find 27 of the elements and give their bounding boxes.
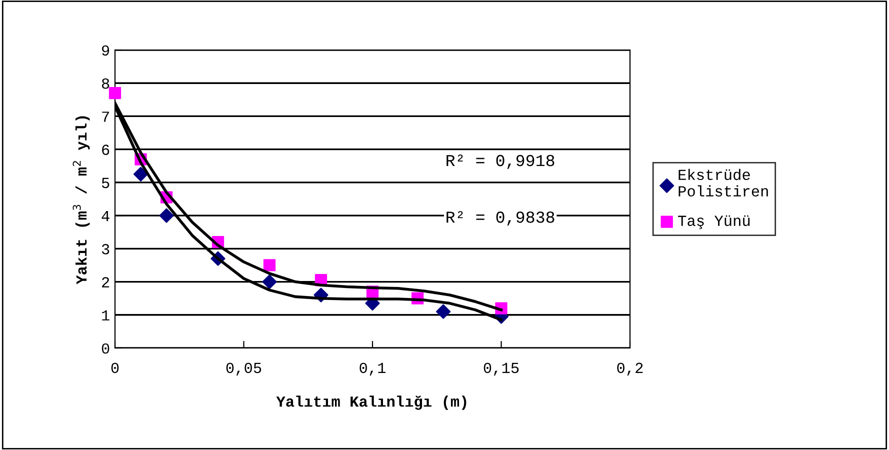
y-tick-label: 0 <box>102 343 110 354</box>
point <box>262 274 277 290</box>
x-axis-title: Yalıtım Kalınlığı (m) <box>276 396 466 410</box>
annotation: R² = 0,9918 <box>446 154 554 170</box>
x-tick-label: 0,1 <box>360 362 386 376</box>
point <box>436 304 451 319</box>
x-tick-label: 0,2 <box>617 362 643 376</box>
y-tick-label: 8 <box>102 78 110 89</box>
x-tick-label: 0,15 <box>484 362 519 376</box>
y-axis-title: Yakıt (m$^{3}$ / m$^{2}$ yıl) <box>72 116 90 284</box>
point <box>263 259 276 272</box>
legend-label: Taş Yünü <box>678 215 750 230</box>
annotation: R² = 0,9838 <box>446 211 554 226</box>
y-tick-label: 5 <box>102 178 110 188</box>
x-tick-label: 0,05 <box>226 362 262 376</box>
y-tick-label: 2 <box>102 277 110 288</box>
legend-label: Ekstrüde Polistiren <box>678 168 768 196</box>
point <box>159 208 174 223</box>
y-tick-label: 7 <box>102 112 109 122</box>
point <box>133 166 148 182</box>
y-tick-label: 4 <box>102 211 110 222</box>
x-tick-label: 0 <box>111 362 119 374</box>
point <box>108 86 122 100</box>
y-tick-label: 1 <box>102 310 110 320</box>
y-tick-label: 3 <box>102 244 110 254</box>
y-tick-label: 6 <box>102 144 110 156</box>
y-tick-label: 9 <box>102 45 110 56</box>
